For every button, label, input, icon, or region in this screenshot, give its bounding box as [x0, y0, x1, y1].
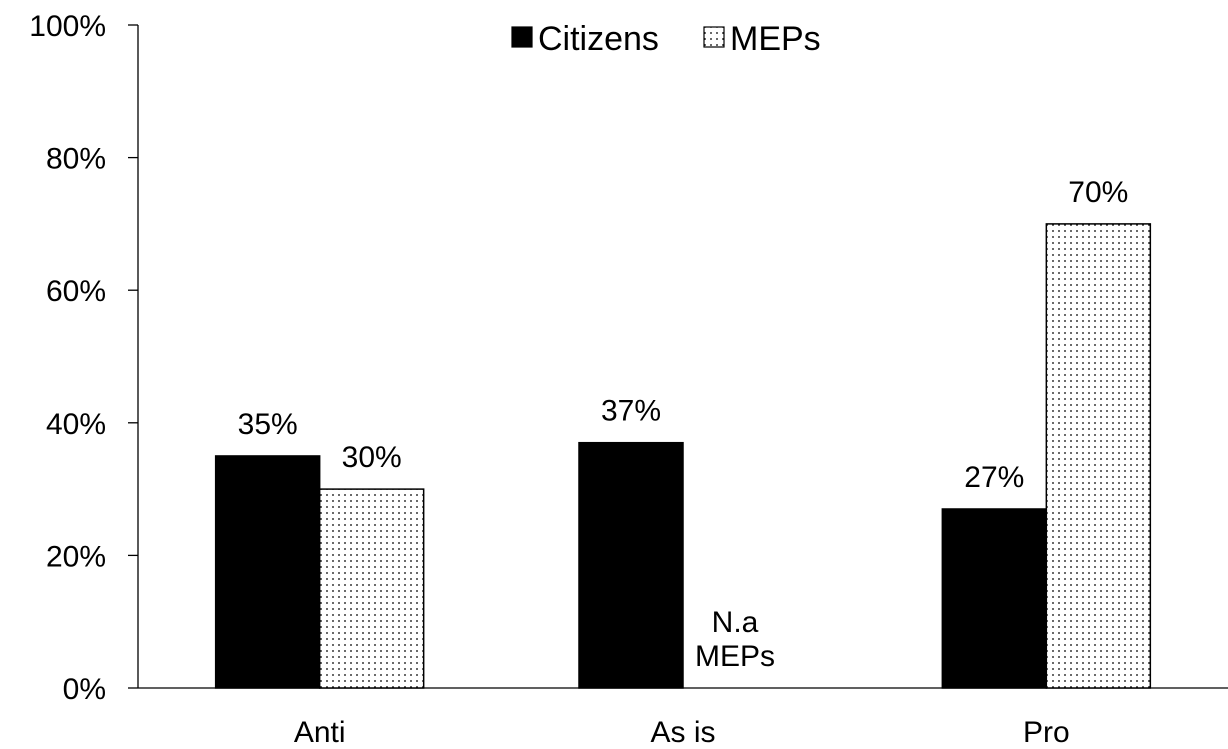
- legend: Citizens MEPs: [511, 20, 821, 58]
- bar-citizens-pro: [941, 508, 1048, 689]
- x-tick-label: As is: [650, 716, 715, 749]
- data-label: 27%: [964, 461, 1024, 494]
- x-tick-label: Anti: [294, 716, 346, 749]
- y-tick-label: 40%: [46, 408, 106, 441]
- annotation-label: N.a MEPs: [695, 606, 775, 673]
- y-tick-label: 80%: [46, 143, 106, 176]
- y-tick-label: 60%: [46, 275, 106, 308]
- y-axis: 0% 20% 40% 60% 80% 100%: [29, 10, 139, 706]
- bar-meps-pro: [1045, 223, 1152, 689]
- legend-label-meps: MEPs: [730, 20, 821, 58]
- x-axis: Anti As is Pro: [138, 687, 1228, 749]
- bar-meps-anti: [318, 488, 425, 689]
- data-labels: 35% 30% 37% 27% 70% N.a MEPs: [238, 176, 1129, 673]
- data-label: 70%: [1068, 176, 1128, 209]
- data-label: 37%: [601, 395, 661, 428]
- bar-citizens-anti: [214, 455, 321, 689]
- data-label: 35%: [238, 408, 298, 441]
- x-tick-label: Pro: [1023, 716, 1070, 749]
- y-tick-label: 20%: [46, 540, 106, 573]
- legend-swatch-citizens: [511, 26, 533, 48]
- bar-citizens-as-is: [578, 441, 684, 689]
- y-tick-label: 0%: [63, 673, 106, 706]
- y-tick-label: 100%: [29, 10, 106, 43]
- bars: [214, 223, 1152, 689]
- legend-label-citizens: Citizens: [538, 20, 659, 58]
- data-label: 30%: [342, 441, 402, 474]
- legend-swatch-meps: [703, 26, 725, 48]
